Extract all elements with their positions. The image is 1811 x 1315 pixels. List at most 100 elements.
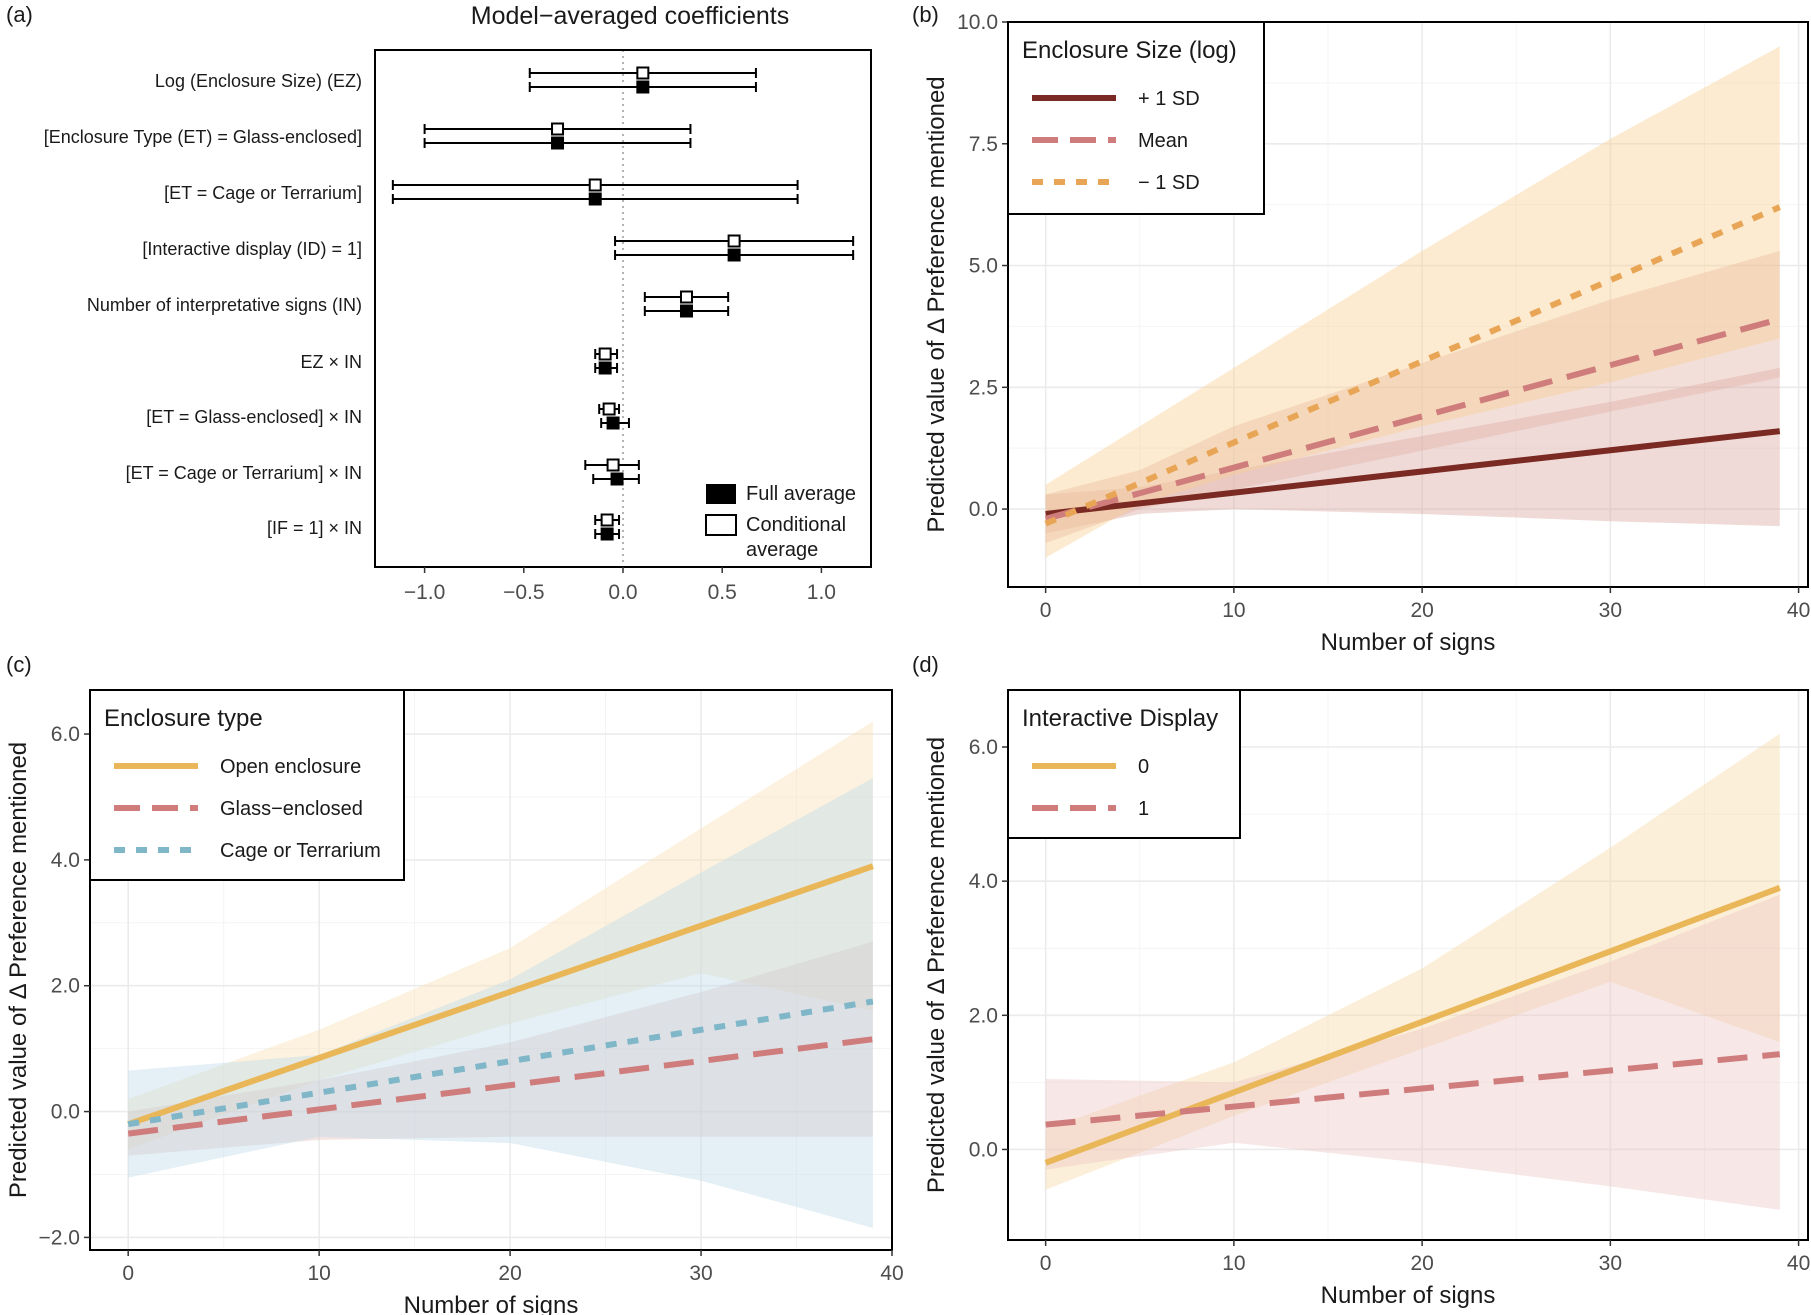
- series-line-1: [1045, 1051, 1781, 1128]
- x-tick-label: 10: [307, 1262, 330, 1285]
- y-tick-label: 0.0: [969, 498, 998, 521]
- full-estimate-point: [610, 472, 624, 486]
- y-axis-title: Predicted value of Δ Preference mentione…: [5, 742, 32, 1198]
- x-tick-label: 30: [1599, 1252, 1622, 1275]
- confidence-band-2: [128, 778, 873, 1228]
- series-line-2: [127, 998, 874, 1128]
- legend-label-2: Cage or Terrarium: [220, 840, 381, 862]
- coef-label: Log (Enclosure Size) (EZ): [155, 71, 362, 91]
- cond-estimate-point: [551, 122, 565, 136]
- coef-label: [ET = Cage or Terrarium] × IN: [126, 463, 362, 483]
- legend-label-0: 0: [1138, 756, 1149, 778]
- confidence-band-2: [1045, 46, 1780, 558]
- cond-estimate-point: [606, 458, 620, 472]
- legend-label-conditional-average-line2: average: [746, 539, 818, 561]
- legend: Interactive Display 0 1: [1007, 689, 1241, 839]
- legend-label-1: 1: [1138, 798, 1149, 820]
- full-estimate-point: [598, 361, 612, 375]
- coef-label: [IF = 1] × IN: [267, 518, 362, 538]
- legend: Enclosure type Open enclosure Glass−enclos…: [89, 689, 405, 881]
- legend-title: Enclosure type: [104, 705, 263, 732]
- legend-label-1: Mean: [1138, 130, 1188, 152]
- plot-frame: [89, 689, 893, 1251]
- legend-label-1: Glass−enclosed: [220, 798, 363, 820]
- x-tick-label: 1.0: [807, 581, 836, 604]
- cond-estimate-point: [727, 234, 741, 248]
- full-estimate-point: [636, 80, 650, 94]
- legend-box: [1007, 21, 1265, 215]
- x-tick-label: 10: [1222, 599, 1245, 622]
- legend-label-conditional-average: Conditional: [746, 514, 846, 536]
- legend-title: Enclosure Size (log): [1022, 37, 1237, 64]
- x-tick-label: 20: [1410, 1252, 1433, 1275]
- series-line-0: [1044, 885, 1781, 1166]
- y-axis-title: Predicted value of Δ Preference mentione…: [923, 76, 950, 532]
- panel-a-title: Model−averaged coefficients: [471, 2, 790, 30]
- y-tick-label: 7.5: [969, 133, 998, 156]
- legend-key-full-average: [706, 484, 736, 504]
- x-tick-label: −1.0: [404, 581, 445, 604]
- panel-c-letter: (c): [6, 652, 32, 677]
- x-tick-label: 40: [880, 1262, 903, 1285]
- full-estimate-point: [679, 304, 693, 318]
- legend: Enclosure Size (log) + 1 SD Mean − 1 SD: [1007, 21, 1265, 215]
- y-axis-title: Predicted value of Δ Preference mentione…: [923, 737, 950, 1193]
- series-line-0: [1045, 428, 1781, 517]
- coef-label: EZ × IN: [300, 352, 362, 372]
- legend-label-0: + 1 SD: [1138, 88, 1200, 110]
- plot-area: [1008, 21, 1808, 587]
- cond-estimate-point: [602, 402, 616, 416]
- plot-frame: [1007, 689, 1809, 1241]
- coef-label: [Enclosure Type (ET) = Glass-enclosed]: [44, 127, 362, 147]
- series-line-1: [127, 1036, 874, 1137]
- confidence-band-0: [1045, 733, 1780, 1190]
- panel-b-line-chart: (b) 0 10 20 30 40 0.0 2.5 5.0 7.5 10.0 Number of s…: [912, 2, 1810, 656]
- full-estimate-point: [727, 248, 741, 262]
- x-tick-label: 0: [1040, 599, 1052, 622]
- x-tick-label: 20: [1410, 599, 1433, 622]
- cond-estimate-point: [588, 178, 602, 192]
- confidence-band-1: [1045, 894, 1780, 1210]
- x-tick-label: 0: [122, 1262, 134, 1285]
- legend-key-conditional-average: [705, 514, 737, 536]
- plot-frame: [1007, 21, 1809, 588]
- cond-estimate-point: [636, 66, 650, 80]
- coef-label: [ET = Cage or Terrarium]: [164, 183, 362, 203]
- x-tick-label: 30: [1599, 599, 1622, 622]
- y-tick-label: 10.0: [957, 11, 998, 34]
- y-tick-label: 6.0: [51, 723, 80, 746]
- y-tick-label: 6.0: [969, 736, 998, 759]
- y-tick-label: 4.0: [51, 849, 80, 872]
- x-tick-label: 40: [1787, 599, 1810, 622]
- coef-label: [Interactive display (ID) = 1]: [142, 239, 362, 259]
- legend-label-full-average: Full average: [746, 483, 856, 505]
- full-estimate-point: [600, 527, 614, 541]
- x-axis-title: Number of signs: [404, 1292, 579, 1315]
- y-tick-label: 2.0: [969, 1004, 998, 1027]
- legend-label-0: Open enclosure: [220, 756, 361, 778]
- y-tick-label: 0.0: [969, 1138, 998, 1161]
- panel-a-coefficient-plot: (a) Model−averaged coefficients Log (Enc…: [6, 2, 872, 604]
- series-line-0: [127, 863, 874, 1127]
- legend-title: Interactive Display: [1022, 705, 1218, 732]
- panel-a-letter: (a): [6, 2, 33, 27]
- y-tick-label: 0.0: [51, 1101, 80, 1124]
- panel-a-legend: Full average Conditional average: [705, 483, 856, 561]
- y-tick-label: 2.0: [51, 975, 80, 998]
- legend-label-2: − 1 SD: [1138, 172, 1200, 194]
- x-axis-title: Number of signs: [1321, 629, 1496, 656]
- cond-estimate-point: [598, 347, 612, 361]
- x-tick-label: 40: [1787, 1252, 1810, 1275]
- full-estimate-point: [606, 416, 620, 430]
- cond-estimate-point: [679, 290, 693, 304]
- y-tick-label: 2.5: [969, 376, 998, 399]
- x-tick-label: 30: [689, 1262, 712, 1285]
- series-line-1: [1044, 316, 1781, 522]
- panel-b-letter: (b): [912, 2, 939, 27]
- confidence-band-0: [128, 721, 873, 1150]
- series-line-2: [1044, 204, 1781, 527]
- x-tick-label: 0.0: [608, 581, 637, 604]
- cond-estimate-point: [600, 513, 614, 527]
- y-tick-label: −2.0: [39, 1226, 80, 1249]
